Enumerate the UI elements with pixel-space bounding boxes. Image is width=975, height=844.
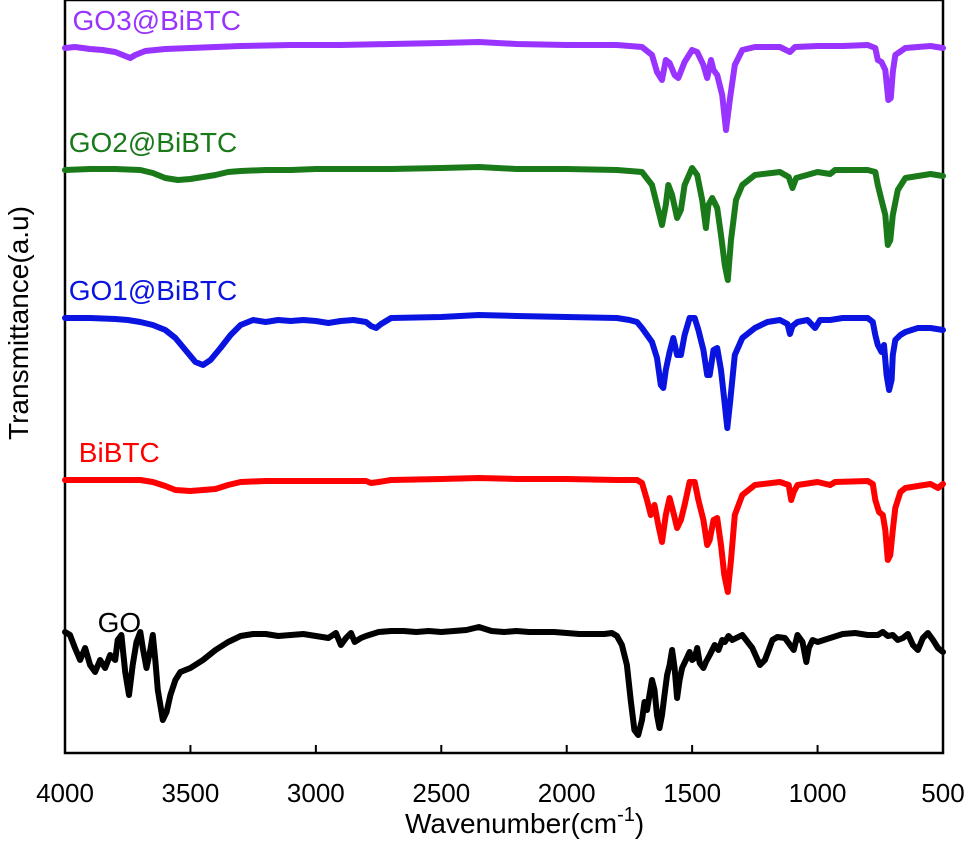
series-label-go1-bibtc: GO1@BiBTC bbox=[69, 275, 237, 306]
series-label-go2-bibtc: GO2@BiBTC bbox=[69, 127, 237, 158]
x-tick-label: 3000 bbox=[287, 778, 345, 808]
x-axis-title-superscript: -1 bbox=[617, 804, 635, 826]
series-line-go2-bibtc bbox=[62, 164, 946, 283]
series-layer bbox=[62, 39, 946, 738]
series-label-go: GO bbox=[98, 607, 142, 638]
series-labels: GO3@BiBTC GO2@BiBTC GO1@BiBTC BiBTC GO bbox=[69, 5, 241, 638]
x-axis-title: Wavenumber(cm-1) bbox=[405, 804, 644, 839]
x-axis-ticks: 4000 3500 3000 2500 2000 1500 1000 500 bbox=[36, 745, 965, 808]
x-tick-label: 500 bbox=[921, 778, 964, 808]
x-tick-label: 1000 bbox=[789, 778, 847, 808]
plot-area-frame bbox=[63, 0, 945, 755]
series-line-go bbox=[62, 624, 946, 738]
series-label-bibtc: BiBTC bbox=[79, 437, 160, 468]
x-tick-label: 3500 bbox=[162, 778, 220, 808]
series-line-go1-bibtc bbox=[62, 312, 946, 431]
x-tick-label: 2500 bbox=[412, 778, 470, 808]
x-tick-label: 4000 bbox=[36, 778, 94, 808]
x-axis-title-main: Wavenumber(cm bbox=[405, 808, 617, 839]
x-axis-title-close: ) bbox=[635, 808, 644, 839]
x-tick-label: 1500 bbox=[663, 778, 721, 808]
series-line-go3-bibtc bbox=[62, 39, 946, 133]
x-tick-label: 2000 bbox=[538, 778, 596, 808]
series-label-go3-bibtc: GO3@BiBTC bbox=[73, 5, 241, 36]
y-axis-title: Transmittance(a.u) bbox=[3, 206, 34, 440]
series-line-bibtc bbox=[62, 475, 946, 595]
